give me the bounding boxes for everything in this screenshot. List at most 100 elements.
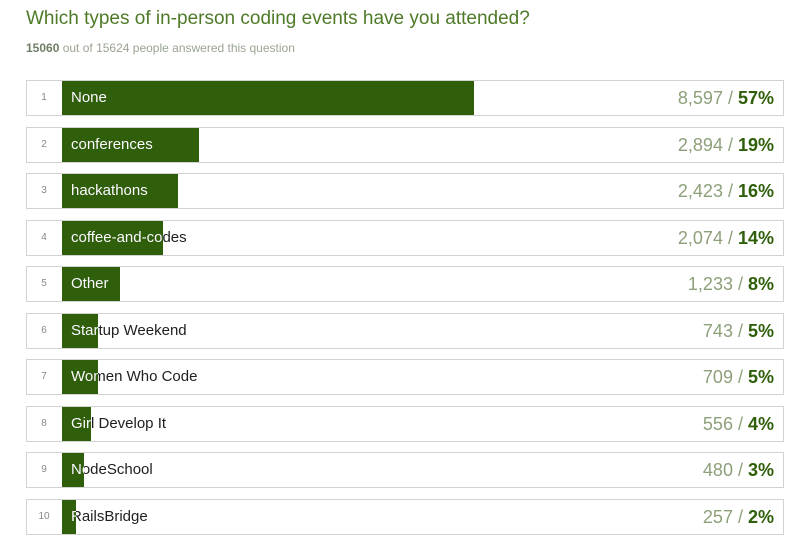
result-value: 2,423 / 16% xyxy=(678,174,774,208)
result-rank: 8 xyxy=(41,417,47,429)
result-label-wrap: Women Who CodeWomen Who Code xyxy=(62,360,783,394)
result-percent: 19% xyxy=(737,134,774,155)
result-label-on-bar: hackathons xyxy=(62,174,178,208)
result-value: 709 / 5% xyxy=(703,360,774,394)
result-rank: 3 xyxy=(41,185,47,196)
result-label-overlay: hackathons xyxy=(71,182,148,199)
result-label-on-bar: conferences xyxy=(62,128,199,162)
result-percent: 57% xyxy=(737,88,774,108)
result-label-on-bar: RailsBridge xyxy=(62,500,76,534)
result-row: 7 Women Who CodeWomen Who Code709 / 5% xyxy=(26,359,784,395)
result-value: 743 / 5% xyxy=(703,314,774,348)
result-separator: / xyxy=(732,367,748,387)
result-bar xyxy=(62,406,91,441)
result-separator: / xyxy=(722,134,738,155)
result-separator: / xyxy=(722,227,738,248)
result-count: 2,423 xyxy=(677,181,723,201)
result-row: 9 NodeSchoolNodeSchool480 / 3% xyxy=(26,452,784,488)
result-rank: 9 xyxy=(41,464,47,475)
results-chart: 1 None None 8,597 / 57% 2 conferences conferen… xyxy=(26,80,784,545)
result-value: 556 / 4% xyxy=(703,407,774,441)
result-label-overlay: Girl Develop It xyxy=(71,414,91,432)
result-count: 2,074 xyxy=(677,227,723,248)
result-label-overlay: Other xyxy=(71,275,109,292)
result-separator: / xyxy=(722,88,738,108)
result-percent: 2% xyxy=(747,506,774,527)
result-value: 257 / 2% xyxy=(703,500,774,534)
result-label-wrap: Startup WeekendStartup Weekend xyxy=(62,314,783,348)
result-count: 556 xyxy=(702,413,733,434)
result-rank: 10 xyxy=(38,510,50,522)
question-title: Which types of in-person coding events h… xyxy=(26,8,530,29)
result-label-overlay: NodeSchool xyxy=(71,461,84,478)
result-value: 2,074 / 14% xyxy=(678,221,774,255)
result-count: 2,894 xyxy=(677,134,723,155)
result-label: Startup Weekend xyxy=(71,321,187,339)
result-bar xyxy=(62,220,163,255)
result-separator: / xyxy=(732,320,748,341)
result-rank: 5 xyxy=(41,278,47,289)
result-bar xyxy=(62,174,178,208)
result-row: 10RailsBridgeRailsBridge257 / 2% xyxy=(26,498,784,535)
result-label: RailsBridge xyxy=(71,507,148,525)
result-row: 2 conferences conferences 2,894 / 19% xyxy=(26,126,784,163)
result-bar xyxy=(62,127,199,162)
result-separator: / xyxy=(732,413,748,434)
result-label: conferences xyxy=(71,135,153,153)
result-separator: / xyxy=(732,274,748,294)
result-label-wrap: conferences conferences xyxy=(62,128,783,162)
result-label-wrap: Girl Develop ItGirl Develop It xyxy=(62,407,783,441)
result-row: 6 Startup WeekendStartup Weekend743 / 5% xyxy=(26,312,784,349)
result-rank: 1 xyxy=(41,92,47,103)
result-bar xyxy=(62,81,474,115)
result-label-on-bar: coffee-and-codes xyxy=(62,221,163,255)
result-percent: 16% xyxy=(737,181,774,201)
result-bar xyxy=(62,267,120,301)
result-label-on-bar: Girl Develop It xyxy=(62,407,91,441)
result-bar xyxy=(62,313,98,348)
result-label-on-bar: Startup Weekend xyxy=(62,314,98,348)
result-rank: 6 xyxy=(41,324,47,336)
answered-summary: 15060 out of 15624 people answered this … xyxy=(26,41,295,55)
result-row: 5 Other Other 1,233 / 8% xyxy=(26,266,784,302)
result-separator: / xyxy=(732,460,748,480)
result-count: 709 xyxy=(702,367,733,387)
result-percent: 8% xyxy=(747,274,774,294)
result-label-overlay: RailsBridge xyxy=(71,500,76,534)
result-count: 480 xyxy=(702,460,733,480)
result-label-overlay: conferences xyxy=(71,135,153,153)
result-label-wrap: Other Other xyxy=(62,267,783,301)
result-percent: 3% xyxy=(747,460,774,480)
result-count: 743 xyxy=(702,320,733,341)
result-label-overlay: Women Who Code xyxy=(71,368,98,385)
result-count: 257 xyxy=(702,506,733,527)
result-label-overlay: None xyxy=(71,89,107,106)
result-value: 480 / 3% xyxy=(703,453,774,487)
result-percent: 14% xyxy=(737,227,774,248)
result-label: Other xyxy=(71,275,109,292)
result-label-on-bar: Other xyxy=(62,267,120,301)
result-bar xyxy=(62,499,76,534)
result-label-wrap: None None xyxy=(62,81,783,115)
result-label: hackathons xyxy=(71,182,148,199)
result-rank: 4 xyxy=(41,231,47,243)
result-label-on-bar: Women Who Code xyxy=(62,360,98,394)
result-percent: 5% xyxy=(747,320,774,341)
answered-count: 15060 xyxy=(26,41,60,55)
result-label-wrap: RailsBridgeRailsBridge xyxy=(62,500,783,534)
result-bar xyxy=(62,453,84,487)
result-label: Girl Develop It xyxy=(71,414,167,432)
result-value: 8,597 / 57% xyxy=(678,81,774,115)
result-label: None xyxy=(71,89,107,106)
result-label-on-bar: NodeSchool xyxy=(62,453,84,487)
result-row: 3 hackathons hackathons 2,423 / 16% xyxy=(26,173,784,209)
result-row: 1 None None 8,597 / 57% xyxy=(26,80,784,116)
result-label-wrap: hackathons hackathons xyxy=(62,174,783,208)
result-label-overlay: Startup Weekend xyxy=(71,321,98,339)
result-count: 8,597 xyxy=(677,88,723,108)
answered-text: out of 15624 people answered this questi… xyxy=(59,41,295,55)
result-label-wrap: NodeSchoolNodeSchool xyxy=(62,453,783,487)
result-label: coffee-and-codes xyxy=(71,228,187,246)
result-percent: 4% xyxy=(747,413,774,434)
